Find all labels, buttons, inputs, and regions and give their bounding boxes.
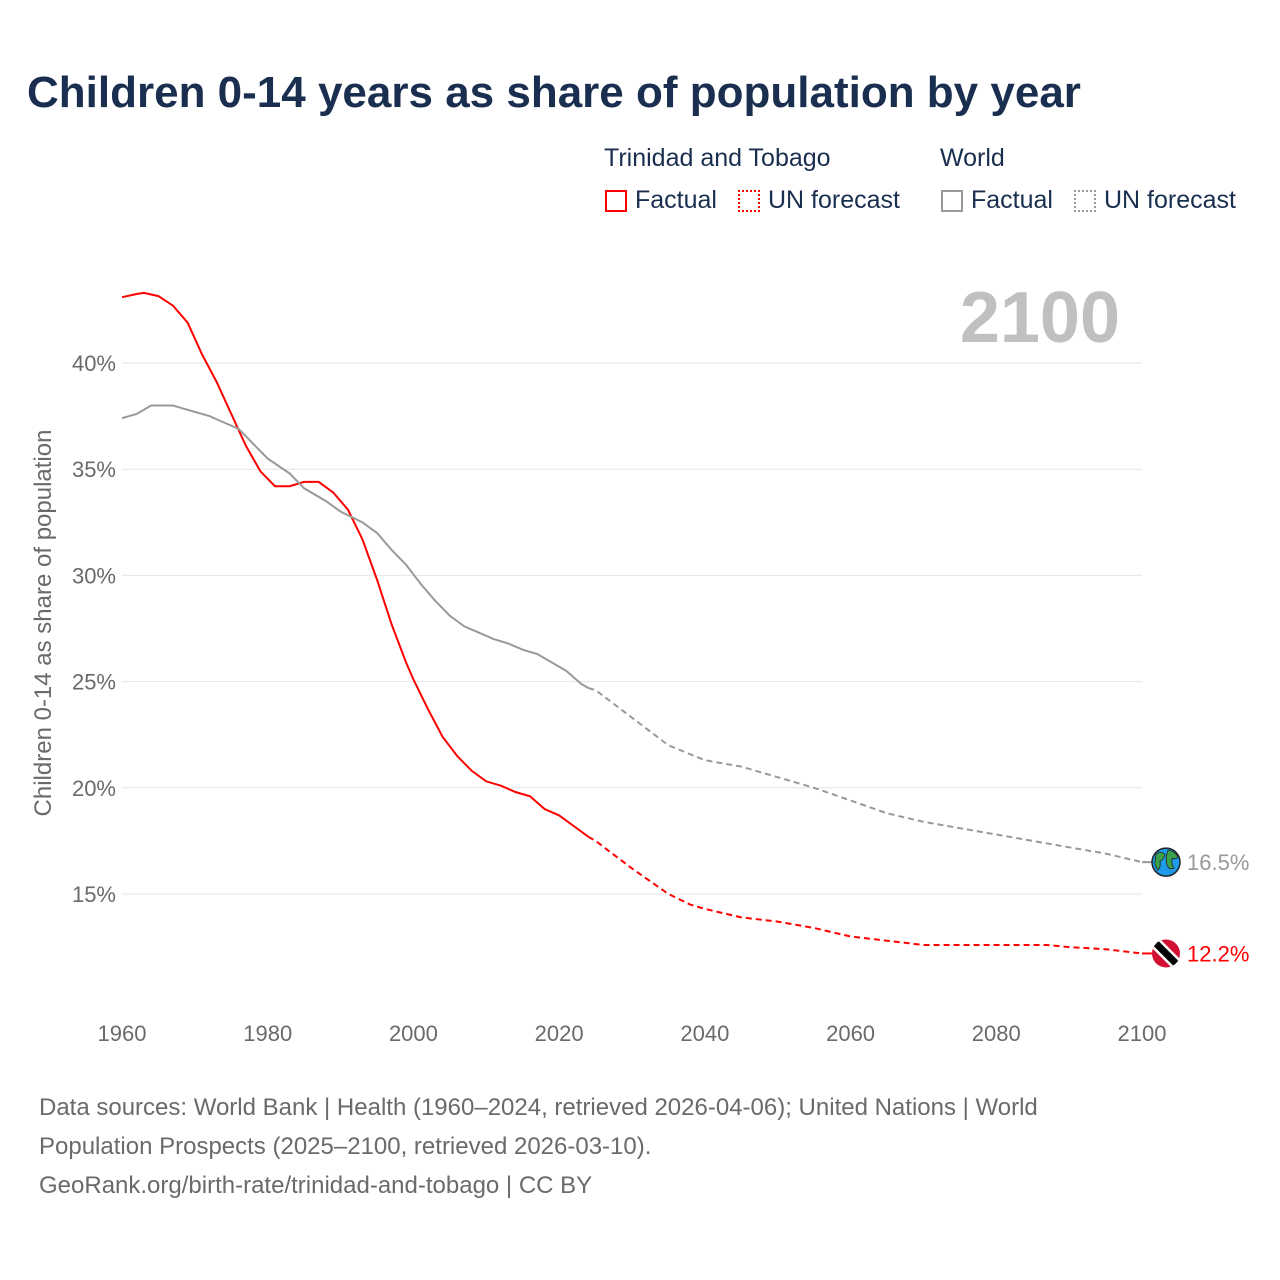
footer-sources: Data sources: World Bank | Health (1960–… (39, 1088, 1239, 1205)
x-tick-label: 1960 (98, 1021, 147, 1046)
legend-label: UN forecast (1104, 186, 1236, 214)
globe-land (1165, 849, 1179, 870)
y-tick-label: 30% (72, 563, 116, 588)
trinidad-flag-icon (1152, 939, 1180, 968)
x-tick-label: 2000 (389, 1021, 438, 1046)
legend-label: Factual (635, 186, 717, 214)
globe-land (1154, 851, 1166, 871)
solid-swatch-icon (605, 189, 627, 212)
trinidad-end-value: 12.2% (1187, 941, 1249, 966)
footer-line: Population Prospects (2025–2100, retriev… (39, 1133, 652, 1160)
x-tick-label: 2020 (535, 1021, 584, 1046)
x-tick-label: 1980 (243, 1021, 292, 1046)
footer-line: Data sources: World Bank | Health (1960–… (39, 1094, 1038, 1121)
solid-swatch-icon (941, 189, 963, 212)
x-tick-label: 2100 (1118, 1021, 1167, 1046)
dotted-swatch-icon (738, 189, 760, 212)
legend-world-factual[interactable]: Factual (941, 186, 1053, 215)
trinidad-factual-line (121, 291, 589, 838)
year-watermark: 2100 (960, 278, 1120, 358)
world-factual-line (121, 404, 589, 689)
y-tick-label: 40% (72, 351, 116, 376)
legend-world-forecast[interactable]: UN forecast (1074, 186, 1236, 215)
line-chart: 2100 15% 20% 25% 30% 35% 40% 1960 1980 2000 2020 2… (30, 278, 1249, 1046)
legend-trinidad-forecast[interactable]: UN forecast (738, 186, 900, 215)
legend-group-trinidad: Trinidad and Tobago (604, 144, 831, 172)
world-forecast-line (588, 687, 1143, 864)
y-tick-label: 25% (72, 670, 116, 695)
flag-black-stripe (1152, 939, 1180, 968)
flag-body (1152, 939, 1180, 968)
legend-label: UN forecast (768, 186, 900, 214)
legend-label: Factual (971, 186, 1053, 214)
legend-group-world: World (940, 144, 1005, 172)
x-tick-label: 2080 (972, 1021, 1021, 1046)
y-tick-label: 20% (72, 776, 116, 801)
chart-title: Children 0-14 years as share of populati… (27, 68, 1081, 117)
y-tick-label: 35% (72, 457, 116, 482)
x-tick-label: 2040 (680, 1021, 729, 1046)
y-axis-label: Children 0-14 as share of population (30, 430, 57, 817)
dotted-swatch-icon (1074, 189, 1096, 212)
world-end-value: 16.5% (1187, 850, 1249, 875)
y-tick-label: 15% (72, 882, 116, 907)
globe-icon (1151, 847, 1181, 877)
trinidad-forecast-line (587, 835, 1143, 955)
footer-link[interactable]: GeoRank.org/birth-rate/trinidad-and-toba… (39, 1172, 593, 1199)
x-tick-label: 2060 (826, 1021, 875, 1046)
legend-trinidad-factual[interactable]: Factual (605, 186, 717, 215)
